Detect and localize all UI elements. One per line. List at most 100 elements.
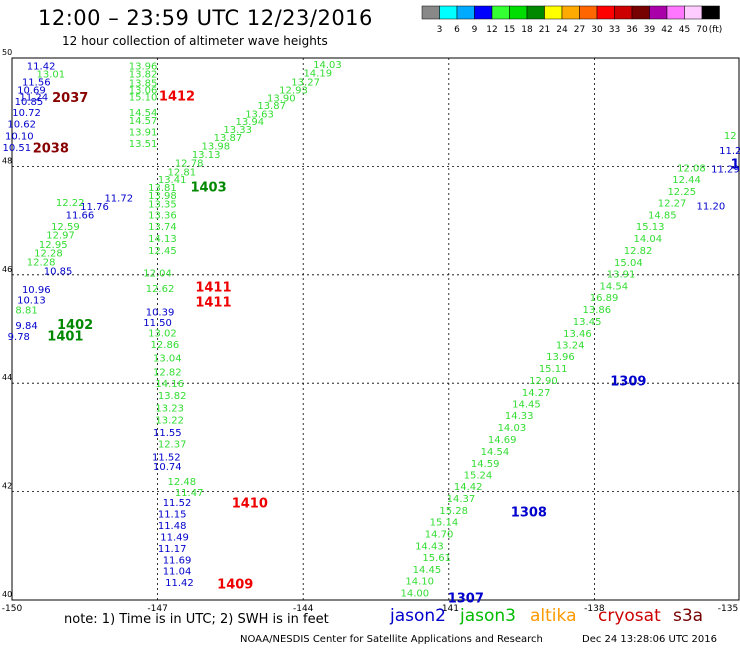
wave-height-point: 11.15: [158, 509, 187, 520]
colorbar-label: 12: [486, 25, 497, 35]
wave-height-point: 15.13: [636, 222, 665, 233]
wave-height-point: 12.04: [143, 269, 172, 280]
wave-height-point: 15.10: [129, 92, 158, 103]
wave-height-point: 12.37: [158, 439, 187, 450]
y-tick-label: 44: [2, 373, 12, 382]
wave-height-point: 13.96: [129, 62, 158, 73]
generated-timestamp: Dec 24 13:28:06 UTC 2016: [582, 634, 717, 645]
pass-number-label: 1411: [195, 281, 231, 296]
y-tick-label: 40: [2, 590, 12, 599]
wave-height-point: 12.82: [153, 367, 182, 378]
wave-height-point: 11.76: [80, 202, 109, 213]
colorbar-label: 70: [696, 25, 708, 35]
x-tick-label: -144: [293, 604, 314, 612]
wave-height-point: 11.52: [152, 452, 181, 463]
pass-number-label: 1: [731, 158, 740, 173]
wave-height-point: 12.81: [168, 167, 197, 178]
y-tick-label: 42: [2, 482, 12, 491]
wave-height-point: 13.45: [573, 317, 602, 328]
colorbar-label: 27: [574, 25, 585, 35]
wave-height-point: 12.93: [279, 85, 308, 96]
wave-height-point: 12.90: [529, 376, 558, 387]
wave-height-point: 12.28: [27, 257, 56, 268]
wave-height-point: 12.48: [168, 477, 197, 488]
colorbar-label: 36: [626, 25, 638, 35]
legend-jason3: jason3: [460, 606, 516, 626]
wave-height-point: 11.66: [66, 211, 95, 222]
wave-height-point: 13.87: [257, 101, 286, 112]
pass-number-label: 1411: [195, 295, 231, 310]
wave-height-point: 14.16: [155, 379, 184, 390]
wave-height-point: 11.42: [165, 578, 194, 589]
chart-title: 12:00 – 23:59 UTC 12/23/2016: [38, 6, 373, 30]
wave-height-point: 10.74: [153, 462, 182, 473]
wave-height-point: 13.85: [129, 78, 158, 89]
wave-height-point: 11.24: [20, 92, 49, 103]
pass-number-label: 1412: [159, 89, 195, 104]
wave-height-point: 9.78: [8, 332, 30, 343]
x-tick-label: -150: [2, 604, 23, 612]
colorbar-label: 42: [661, 25, 672, 35]
colorbar-unit: (ft): [709, 25, 723, 35]
wave-height-point: 14.54: [599, 282, 628, 293]
x-tick-label: -141: [439, 604, 459, 612]
wave-height-point: 10.13: [17, 296, 46, 307]
x-tick-label: -135: [718, 604, 738, 612]
wave-height-point: 14.70: [425, 529, 454, 540]
wave-height-point: 13.13: [192, 150, 221, 161]
wave-height-point: 12.44: [672, 175, 701, 186]
colorbar-label: 9: [472, 25, 478, 35]
wave-height-point: 13.86: [583, 305, 612, 316]
wave-height-point: 11.2: [719, 146, 740, 157]
wave-height-point: 13.51: [129, 139, 158, 150]
wave-height-point: 14.03: [313, 60, 342, 71]
wave-height-point: 11.49: [160, 533, 189, 544]
wave-height-point: 14.57: [129, 116, 158, 127]
wave-height-point: 14.10: [405, 576, 434, 587]
wave-height-point: 11.20: [697, 201, 726, 212]
wave-height-point: 10.62: [7, 120, 36, 131]
wave-height-point: 11.55: [153, 428, 182, 439]
wave-height-point: 13.01: [37, 70, 66, 81]
wave-height-point: 14.03: [498, 423, 527, 434]
wave-height-point: 10.10: [5, 132, 34, 143]
wave-height-point: 10.96: [22, 285, 51, 296]
pass-number-label: 1403: [190, 180, 226, 195]
pass-number-label: 1308: [511, 506, 547, 521]
legend-cryosat: cryosat: [598, 606, 661, 626]
wave-height-point: 12.08: [677, 163, 706, 174]
wave-height-point: 14.59: [471, 459, 500, 470]
colorbar-label: 18: [521, 25, 533, 35]
wave-height-point: 13.91: [129, 128, 158, 139]
wave-height-point: 15.28: [439, 506, 468, 517]
pass-number-label: 1401: [47, 330, 83, 345]
legend-s3a: s3a: [673, 606, 704, 626]
wave-height-point: 12.95: [39, 240, 68, 251]
colorbar-label: 6: [454, 25, 460, 35]
wave-height-point: 13.22: [155, 416, 184, 427]
y-tick-label: 48: [2, 156, 12, 165]
wave-height-point: 12.28: [34, 249, 63, 260]
wave-height-point: 13.36: [148, 211, 177, 222]
wave-height-point: 14.42: [454, 482, 483, 493]
wave-height-point: 12: [724, 131, 737, 142]
wave-height-point: 13.46: [563, 329, 592, 340]
wave-height-point: 11.52: [163, 498, 192, 509]
wave-height-point: 8.81: [15, 305, 37, 316]
pass-number-label: 1410: [232, 496, 268, 511]
colorbar-label: 24: [556, 25, 568, 35]
wave-height-point: 10.85: [15, 97, 44, 108]
wave-height-point: 13.98: [148, 191, 177, 202]
wave-height-point: 13.02: [148, 328, 177, 339]
wave-height-point: 13.74: [148, 222, 177, 233]
wave-height-point: 14.43: [415, 541, 444, 552]
wave-height-point: 11.17: [158, 544, 187, 555]
wave-height-point: 15.61: [422, 553, 451, 564]
wave-height-point: 12.82: [624, 246, 653, 257]
wave-height-point: 13.96: [546, 352, 575, 363]
wave-height-point: 14.45: [413, 565, 442, 576]
wave-height-point: 13.81: [148, 183, 177, 194]
wave-height-point: 13.94: [235, 117, 264, 128]
wave-height-point: 13.90: [267, 94, 296, 105]
wave-height-point: 13.98: [202, 141, 231, 152]
